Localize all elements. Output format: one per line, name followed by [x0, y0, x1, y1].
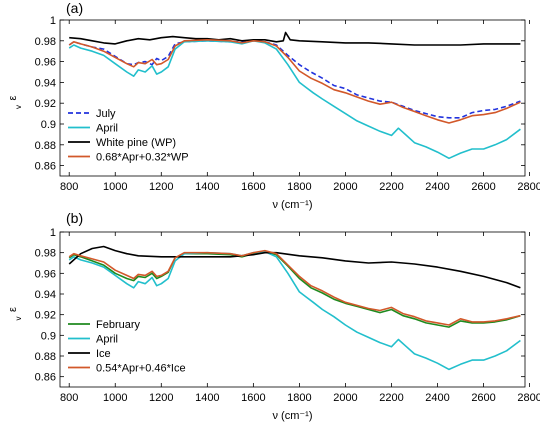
panel-label: (a): [66, 0, 83, 16]
y-tick-label: 0.98: [35, 36, 56, 48]
x-tick-label: 2000: [333, 181, 357, 193]
series-line-1: [68, 39, 521, 160]
y-tick-label: 0.98: [35, 248, 56, 260]
y-axis-label-subscript: v: [14, 317, 23, 321]
legend-entry-3: 0.54*Apr+0.46*Ice: [96, 363, 186, 375]
series-line-0: [68, 250, 521, 328]
x-tick-label: 2200: [379, 392, 403, 404]
x-tick-label: 2200: [379, 181, 403, 193]
x-tick-label: 2800: [517, 392, 540, 404]
y-tick-label: 0.86: [35, 161, 56, 173]
x-tick-label: 2600: [471, 181, 495, 193]
x-tick-label: 1000: [103, 181, 127, 193]
y-tick-label: 0.92: [35, 98, 56, 110]
plot-frame-0: [59, 19, 526, 177]
legend-entry-2: White pine (WP): [96, 137, 176, 149]
series-line-2: [69, 31, 521, 46]
plot-frame-1: [59, 231, 526, 388]
y-tick-label: 0.96: [35, 268, 56, 280]
x-tick-label: 800: [60, 181, 78, 193]
series-line-3: [68, 249, 521, 326]
y-tick-label: 0.9: [41, 330, 56, 342]
x-tick-label: 1600: [241, 392, 265, 404]
y-tick-label: 0.88: [35, 140, 56, 152]
y-tick-label: 0.9: [41, 119, 56, 131]
x-axis-label: ν (cm⁻¹): [272, 410, 312, 422]
series-line-2: [68, 245, 521, 289]
y-tick-label: 0.86: [35, 372, 56, 384]
legend-entry-1: April: [96, 334, 118, 346]
panel-label: (b): [66, 210, 83, 226]
x-tick-label: 1800: [287, 392, 311, 404]
x-tick-label: 800: [60, 392, 78, 404]
legend-entry-1: April: [96, 123, 118, 135]
series-line-3: [68, 38, 521, 124]
x-tick-label: 1800: [287, 181, 311, 193]
legend-entry-0: February: [96, 319, 141, 331]
x-tick-label: 1000: [103, 392, 127, 404]
series-line-1: [68, 250, 521, 371]
legend-entry-0: July: [96, 108, 116, 120]
x-axis-label: ν (cm⁻¹): [272, 199, 312, 211]
x-tick-label: 2400: [425, 392, 449, 404]
x-tick-label: 1600: [241, 181, 265, 193]
series-line-0: [68, 39, 521, 119]
x-tick-label: 2000: [333, 392, 357, 404]
x-tick-label: 2400: [425, 181, 449, 193]
y-tick-label: 0.88: [35, 351, 56, 363]
y-axis-label-subscript: v: [14, 105, 23, 109]
y-tick-label: 1: [50, 227, 56, 239]
y-tick-label: 0.92: [35, 310, 56, 322]
x-tick-label: 1200: [149, 181, 173, 193]
legend-entry-3: 0.68*Apr+0.32*WP: [96, 152, 189, 164]
legend-entry-2: Ice: [96, 348, 111, 360]
x-tick-label: 2600: [471, 392, 495, 404]
y-tick-label: 0.96: [35, 57, 56, 69]
y-tick-label: 0.94: [35, 289, 56, 301]
y-tick-label: 0.94: [35, 77, 56, 89]
y-axis-label: ε: [7, 95, 19, 100]
x-tick-label: 1200: [149, 392, 173, 404]
y-tick-label: 1: [50, 15, 56, 27]
y-axis-label: ε: [7, 307, 19, 312]
x-tick-label: 1400: [195, 392, 219, 404]
x-tick-label: 2800: [517, 181, 540, 193]
x-tick-label: 1400: [195, 181, 219, 193]
